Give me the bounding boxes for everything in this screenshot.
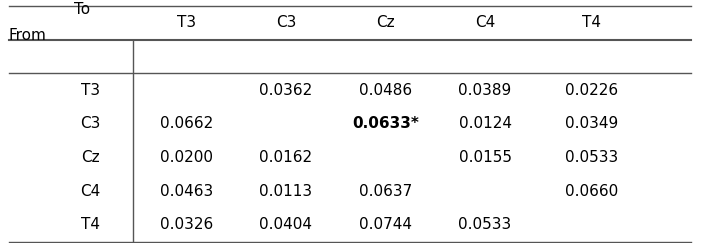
Text: 0.0463: 0.0463 — [160, 183, 213, 199]
Text: 0.0486: 0.0486 — [359, 83, 412, 97]
Text: T4: T4 — [81, 217, 100, 232]
Text: 0.0124: 0.0124 — [458, 116, 511, 131]
Text: From: From — [9, 28, 46, 43]
Text: C4: C4 — [80, 183, 101, 199]
Text: 0.0162: 0.0162 — [259, 150, 313, 165]
Text: 0.0155: 0.0155 — [458, 150, 511, 165]
Text: T3: T3 — [81, 83, 100, 97]
Text: C3: C3 — [276, 15, 296, 30]
Text: 0.0660: 0.0660 — [565, 183, 618, 199]
Text: 0.0113: 0.0113 — [259, 183, 313, 199]
Text: C3: C3 — [80, 116, 101, 131]
Text: 0.0633*: 0.0633* — [352, 116, 419, 131]
Text: To: To — [74, 2, 90, 17]
Text: 0.0404: 0.0404 — [259, 217, 313, 232]
Text: 0.0200: 0.0200 — [160, 150, 213, 165]
Text: C4: C4 — [475, 15, 495, 30]
Text: 0.0326: 0.0326 — [160, 217, 213, 232]
Text: Cz: Cz — [81, 150, 100, 165]
Text: 0.0744: 0.0744 — [359, 217, 412, 232]
Text: 0.0533: 0.0533 — [565, 150, 618, 165]
Text: 0.0389: 0.0389 — [458, 83, 512, 97]
Text: 0.0637: 0.0637 — [359, 183, 412, 199]
Text: 0.0662: 0.0662 — [160, 116, 213, 131]
Text: T3: T3 — [177, 15, 196, 30]
Text: 0.0349: 0.0349 — [565, 116, 618, 131]
Text: 0.0533: 0.0533 — [458, 217, 512, 232]
Text: Cz: Cz — [376, 15, 395, 30]
Text: 0.0362: 0.0362 — [259, 83, 313, 97]
Text: 0.0226: 0.0226 — [565, 83, 618, 97]
Text: T4: T4 — [582, 15, 601, 30]
